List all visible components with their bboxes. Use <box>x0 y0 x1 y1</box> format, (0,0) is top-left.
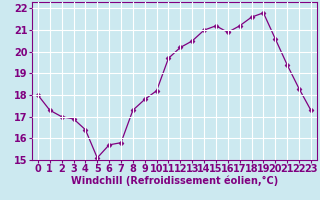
X-axis label: Windchill (Refroidissement éolien,°C): Windchill (Refroidissement éolien,°C) <box>71 176 278 186</box>
